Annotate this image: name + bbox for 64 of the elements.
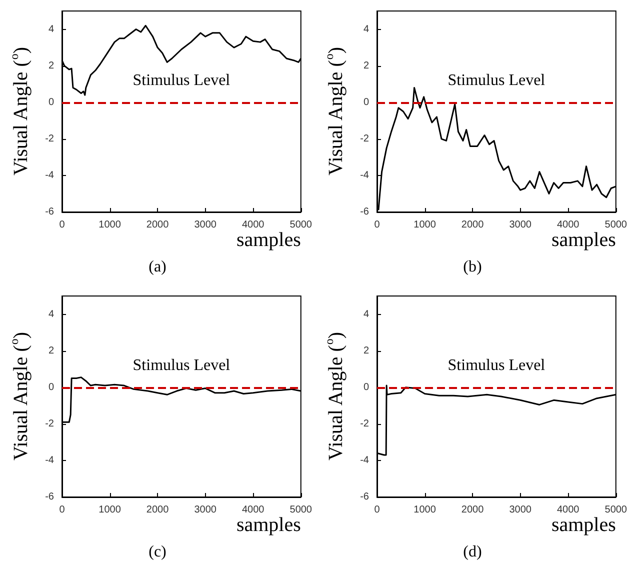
- y-tick-label: -2: [360, 133, 370, 144]
- y-tick-label: -2: [45, 133, 54, 144]
- y-axis-title: Visual Angle (o): [322, 331, 347, 460]
- x-tick-label: 0: [59, 504, 66, 515]
- x-tick-label: 2000: [461, 504, 484, 515]
- x-tick-label: 2000: [146, 504, 170, 515]
- y-axis-title: Visual Angle (o): [7, 331, 32, 460]
- text: (b): [463, 258, 482, 276]
- y-tick-label: 0: [48, 381, 54, 392]
- text: (d): [463, 543, 482, 560]
- y-tick-label: -6: [45, 206, 54, 218]
- y-axis-title: Visual Angle (o): [322, 46, 347, 176]
- x-tick-label: 4000: [556, 504, 580, 515]
- y-tick-label: -6: [45, 491, 54, 502]
- x-tick-label: 3000: [509, 220, 532, 230]
- y-tick-label: 4: [363, 24, 370, 35]
- y-tick-label: 4: [48, 308, 54, 320]
- x-tick-label: 5000: [290, 220, 312, 230]
- x-axis-title: samples: [236, 514, 302, 536]
- x-tick-label: 4000: [242, 220, 265, 230]
- x-tick-label: 0: [374, 504, 380, 515]
- x-axis-title: samples: [551, 229, 616, 251]
- x-axis-title: samples: [236, 229, 302, 251]
- y-tick-label: -4: [45, 170, 54, 181]
- y-tick-label: 0: [363, 96, 370, 108]
- x-tick-label: 4000: [242, 504, 265, 515]
- y-tick-label: -4: [360, 454, 370, 466]
- y-tick-label: -6: [360, 206, 370, 218]
- x-tick-label: 2000: [146, 220, 170, 230]
- x-tick-label: 5000: [604, 504, 628, 515]
- y-tick-label: 4: [363, 308, 370, 320]
- y-tick-label: 0: [48, 96, 54, 108]
- y-tick-label: 2: [48, 344, 54, 356]
- y-tick-label: -2: [360, 418, 370, 429]
- y-tick-label: 2: [363, 344, 370, 356]
- y-tick-label: -4: [360, 170, 370, 181]
- x-tick-label: 5000: [290, 504, 312, 515]
- ref-line-label: Stimulus Level: [132, 356, 231, 374]
- x-tick-label: 0: [374, 220, 380, 230]
- x-tick-label: 1000: [414, 504, 436, 515]
- x-tick-label: 3000: [509, 504, 532, 515]
- x-tick-label: 5000: [604, 220, 628, 230]
- y-tick-label: 0: [363, 381, 370, 392]
- ref-line-label: Stimulus Level: [132, 72, 231, 89]
- y-tick-label: -6: [360, 491, 370, 502]
- x-tick-label: 4000: [556, 220, 580, 230]
- x-tick-label: 1000: [414, 220, 436, 230]
- y-tick-label: 2: [363, 60, 370, 72]
- x-tick-label: 3000: [194, 220, 217, 230]
- x-tick-label: 1000: [98, 504, 122, 515]
- ref-line-label: Stimulus Level: [448, 356, 546, 374]
- x-axis-title: samples: [551, 514, 616, 536]
- x-tick-label: 1000: [98, 220, 122, 230]
- text: (a): [148, 258, 166, 276]
- x-tick-label: 0: [59, 220, 66, 230]
- ref-line-label: Stimulus Level: [448, 72, 546, 89]
- y-tick-label: 4: [48, 24, 54, 35]
- y-tick-label: -4: [45, 454, 54, 466]
- y-tick-label: 2: [48, 60, 54, 72]
- x-tick-label: 2000: [461, 220, 484, 230]
- text: (c): [148, 543, 166, 560]
- y-tick-label: -2: [45, 418, 54, 429]
- x-tick-label: 3000: [194, 504, 217, 515]
- y-axis-title: Visual Angle (o): [7, 46, 32, 176]
